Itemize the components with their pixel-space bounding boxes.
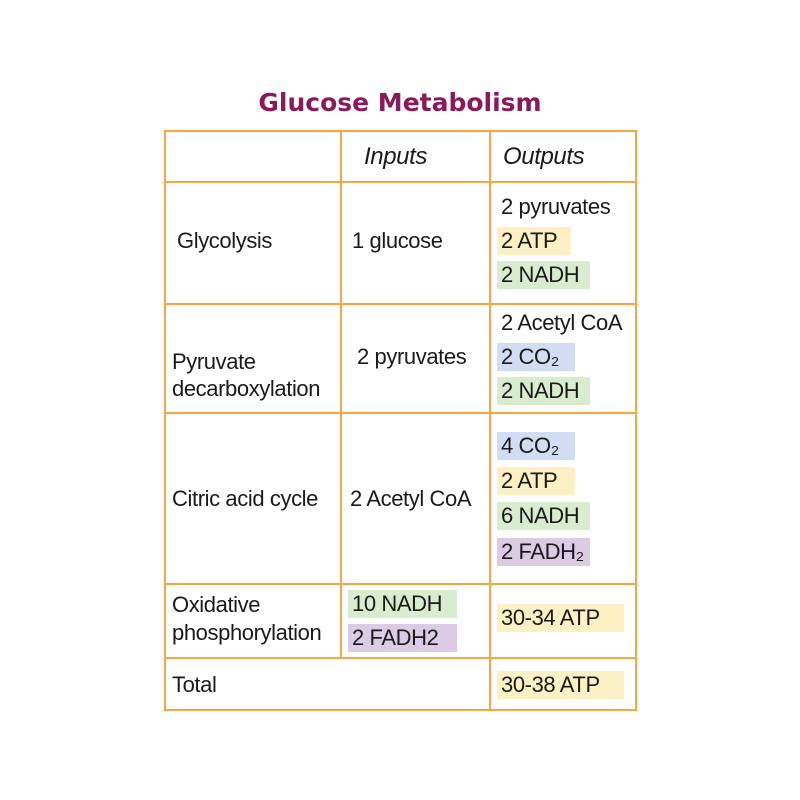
row-divider xyxy=(164,303,637,305)
total-label: Total xyxy=(172,672,217,697)
stage-label: phosphorylation xyxy=(172,620,322,645)
stage-label: Citric acid cycle xyxy=(172,486,319,511)
output-atp: 30-34 ATP xyxy=(497,604,624,632)
input-fadh2: 2 FADH2 xyxy=(348,624,457,652)
table-border xyxy=(164,130,637,132)
row-divider xyxy=(164,583,637,585)
input-item: 2 Acetyl CoA xyxy=(350,486,472,511)
header-outputs: Outputs xyxy=(503,143,585,170)
total-atp: 30-38 ATP xyxy=(497,671,624,699)
output-nadh: 2 NADH xyxy=(497,261,590,289)
column-divider xyxy=(489,130,491,711)
output-co2: 2 CO₂ xyxy=(497,343,575,371)
stage-label: Glycolysis xyxy=(177,228,273,253)
row-divider xyxy=(164,181,637,183)
table-border xyxy=(635,130,637,711)
output-atp: 2 ATP xyxy=(497,467,575,495)
output-item: 2 pyruvates xyxy=(501,194,611,219)
output-fadh2: 2 FADH₂ xyxy=(497,538,590,566)
stage-label: decarboxylation xyxy=(172,376,321,401)
output-nadh: 6 NADH xyxy=(497,502,590,530)
row-divider xyxy=(164,657,637,659)
input-nadh: 10 NADH xyxy=(348,590,457,618)
stage-label: Oxidative xyxy=(172,592,261,617)
header-inputs: Inputs xyxy=(364,143,427,170)
output-co2: 4 CO₂ xyxy=(497,432,575,460)
stage-label: Pyruvate xyxy=(172,349,256,374)
input-item: 1 glucose xyxy=(352,228,443,253)
page-title: Glucose Metabolism xyxy=(258,88,542,117)
output-item: 2 Acetyl CoA xyxy=(501,310,623,335)
input-item: 2 pyruvates xyxy=(357,344,467,369)
output-nadh: 2 NADH xyxy=(497,377,590,405)
table-border xyxy=(164,130,166,711)
table-border xyxy=(164,709,637,711)
row-divider xyxy=(164,412,637,414)
column-divider xyxy=(340,130,342,658)
output-atp: 2 ATP xyxy=(497,227,571,255)
